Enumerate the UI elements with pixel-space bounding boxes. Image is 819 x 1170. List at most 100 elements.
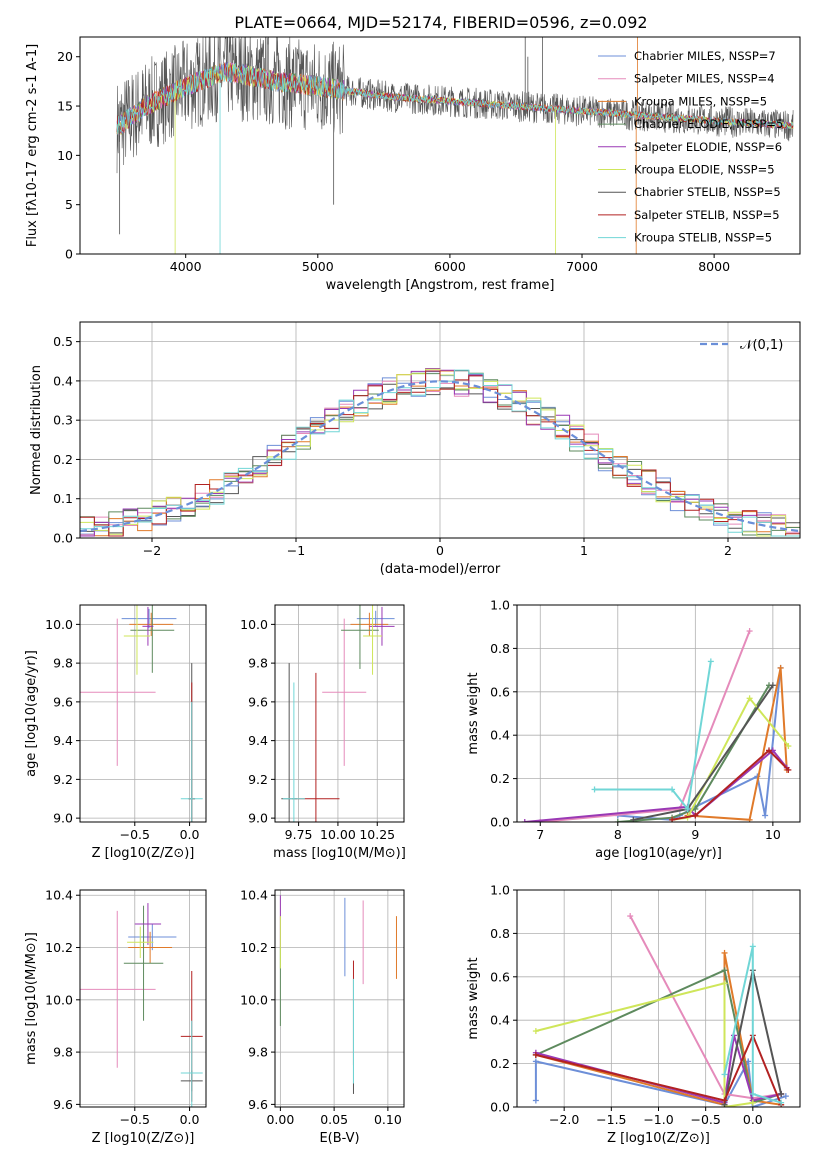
- y-tick-label: 0.2: [53, 452, 73, 467]
- x-tick-label: 9: [691, 827, 699, 842]
- y-axis-label: Flux [fλ10-17 erg cm-2 s-1 A-1]: [25, 44, 40, 247]
- y-tick-label: 9.4: [53, 733, 73, 748]
- axes-frame: [79, 604, 207, 823]
- y-tick-label: 0.8: [490, 641, 510, 656]
- figure-title: PLATE=0664, MJD=52174, FIBERID=0596, z=0…: [234, 13, 647, 32]
- x-axis-label: (data-model)/error: [380, 562, 501, 577]
- plot-area: [80, 368, 800, 537]
- y-tick-label: 0.3: [53, 413, 73, 428]
- x-axis-label: age [log10(age/yr)]: [595, 846, 722, 861]
- axes-frame: [79, 36, 801, 255]
- y-tick-label: 0.0: [490, 1100, 510, 1115]
- weight-line-1: [540, 630, 751, 822]
- y-tick-label: 20: [57, 49, 73, 64]
- y-tick-label: 0.4: [490, 1013, 510, 1028]
- weight-line-7: [671, 749, 790, 821]
- y-tick-label: 9.4: [248, 733, 268, 748]
- panel-residuals: 𝒩(0,1) −2 −1 0 1 2 0.0 0.1 0.2 0.3 0.4 0.5 (data-mod…: [29, 321, 801, 577]
- plot-area: [281, 605, 395, 822]
- x-axis-label: Z [log10(Z/Z⊙)]: [92, 846, 195, 861]
- panel-spectrum: 4000 5000 6000 7000 8000 0 5 10 15 20 wavelength […: [25, 36, 801, 293]
- weight-line-5: [535, 982, 753, 1107]
- legend-label: 𝒩(0,1): [740, 338, 783, 353]
- panel-massweight-vs-Z: −2.0 −1.5 −1.0 −0.5 0.0 0.0 0.2 0.4 0.6 0.8 1.0 Z […: [466, 883, 801, 1146]
- y-tick-label: 0.2: [490, 1056, 510, 1071]
- y-tick-label: 10.0: [45, 617, 73, 632]
- legend-label-1: Salpeter MILES, NSSP=4: [634, 72, 775, 86]
- x-tick-label: 1: [580, 543, 588, 558]
- x-axis-label: wavelength [Angstrom, rest frame]: [326, 278, 555, 293]
- histogram-7: [80, 370, 800, 537]
- y-tick-label: 10: [57, 148, 73, 163]
- gaussian-reference-line: [80, 380, 800, 533]
- y-tick-label: 10.0: [45, 992, 73, 1007]
- x-tick-label: −0.5: [120, 827, 150, 842]
- panel-mass-vs-Z: −0.5 0.0 9.6 9.8 10.0 10.2 10.4 Z [log10(Z/Z⊙)]…: [24, 888, 207, 1146]
- y-tick-label: 9.8: [248, 1045, 268, 1060]
- plot-area: [532, 913, 789, 1107]
- axes-frame: [516, 604, 801, 823]
- axes-frame: [274, 604, 405, 823]
- y-tick-label: 0.6: [490, 969, 510, 984]
- x-tick-label: −2: [143, 543, 161, 558]
- y-tick-label: 9.6: [248, 1097, 268, 1112]
- x-tick-label: 0.00: [266, 1112, 294, 1127]
- x-tick-label: 6000: [434, 259, 466, 274]
- x-tick-label: 9.75: [285, 827, 313, 842]
- x-axis-label: Z [log10(Z/Z⊙)]: [92, 1131, 195, 1146]
- weight-line-1: [629, 915, 782, 1100]
- x-tick-label: 4000: [170, 259, 202, 274]
- plot-area: [80, 903, 203, 1107]
- legend-label-7: Salpeter STELIB, NSSP=5: [634, 208, 780, 222]
- x-tick-label: 0.0: [180, 1112, 200, 1127]
- y-tick-label: 0.8: [490, 926, 510, 941]
- y-tick-label: 10.2: [240, 940, 268, 955]
- legend-label-0: Chabrier MILES, NSSP=7: [634, 49, 776, 63]
- x-tick-label: −1.5: [596, 1112, 626, 1127]
- x-tick-label: −1: [287, 543, 305, 558]
- x-tick-label: −1.0: [643, 1112, 673, 1127]
- panel-age-vs-Z: −0.5 0.0 9.0 9.2 9.4 9.6 9.8 10.0 Z [log10(Z/Z⊙)…: [24, 604, 207, 861]
- y-tick-label: 0: [65, 247, 73, 262]
- y-axis-label: Normed distribution: [29, 365, 44, 495]
- x-tick-label: −2.0: [549, 1112, 579, 1127]
- y-tick-label: 5: [65, 197, 73, 212]
- x-tick-label: 0: [436, 543, 444, 558]
- x-tick-label: 0.0: [743, 1112, 763, 1127]
- legend-label-6: Chabrier STELIB, NSSP=5: [634, 185, 781, 199]
- y-tick-label: 1.0: [490, 883, 510, 898]
- panel-age-vs-mass: 9.75 10.00 10.25 9.0 9.2 9.4 9.6 9.8 10.0 mass [l…: [240, 604, 406, 861]
- y-tick-label: 1.0: [490, 598, 510, 613]
- weight-line-7: [535, 1032, 783, 1106]
- y-tick-label: 0.5: [53, 334, 73, 349]
- y-axis-label: mass [log10(M/M⊙)]: [24, 932, 39, 1065]
- y-tick-label: 10.4: [240, 888, 268, 903]
- y-tick-label: 9.0: [53, 811, 73, 826]
- legend-label-5: Kroupa ELODIE, NSSP=5: [634, 163, 775, 177]
- y-tick-label: 15: [57, 99, 73, 114]
- y-axis-label: mass weight: [466, 672, 481, 754]
- y-tick-label: 9.8: [53, 656, 73, 671]
- y-tick-label: 0.6: [490, 684, 510, 699]
- x-tick-label: 0.05: [320, 1112, 348, 1127]
- y-axis-label: mass weight: [466, 957, 481, 1039]
- weight-line-0: [534, 1058, 787, 1107]
- x-tick-label: 8: [614, 827, 622, 842]
- y-tick-label: 9.8: [248, 656, 268, 671]
- legend-label-2: Kroupa MILES, NSSP=5: [634, 94, 767, 108]
- x-tick-label: 7000: [566, 259, 598, 274]
- weight-line-2: [687, 667, 788, 821]
- x-tick-label: 0.0: [180, 827, 200, 842]
- weight-line-3: [617, 684, 770, 822]
- x-axis-label: Z [log10(Z/Z⊙)]: [607, 1131, 710, 1146]
- y-tick-label: 9.2: [248, 772, 268, 787]
- y-tick-label: 9.0: [248, 811, 268, 826]
- y-tick-label: 10.0: [240, 617, 268, 632]
- x-axis-label: mass [log10(M/M⊙)]: [273, 846, 406, 861]
- x-axis-label: E(B-V): [319, 1131, 359, 1146]
- y-tick-label: 9.6: [248, 694, 268, 709]
- weight-line-8: [723, 946, 782, 1104]
- y-tick-label: 9.8: [53, 1045, 73, 1060]
